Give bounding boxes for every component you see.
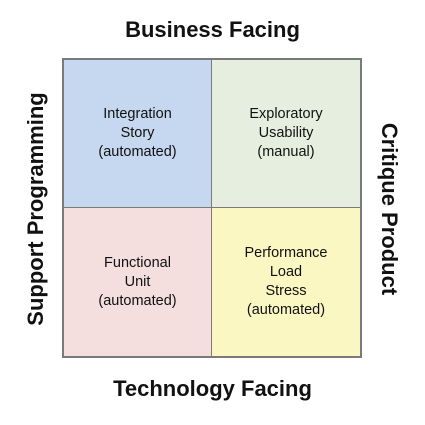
quadrant-line: (automated)	[246, 302, 326, 318]
quadrant-line: Functional	[104, 254, 171, 271]
support-programming-label: Support Programming	[23, 92, 48, 326]
quadrant-line: Exploratory	[249, 106, 323, 122]
quadrant-grid: Integration Story (automated) Explorator…	[62, 58, 362, 358]
quadrant-line: Load	[269, 264, 303, 280]
quadrant-line: Integration	[103, 106, 172, 122]
business-facing-label: Business Facing	[125, 17, 300, 42]
quadrant-line: (automated)	[98, 144, 177, 160]
quadrant-line: (manual)	[257, 144, 315, 160]
quadrant-line: Stress	[265, 283, 307, 299]
quadrant-line: (automated)	[98, 292, 177, 309]
quadrant-line: Story	[120, 125, 155, 141]
technology-facing-label: Technology Facing	[113, 376, 312, 401]
quadrant-line: Unit	[124, 273, 151, 290]
quadrant-line: Usability	[258, 125, 314, 141]
quadrant-bottom-right: Performance Load Stress (automated)	[212, 208, 360, 356]
quadrant-top-left: Integration Story (automated)	[64, 60, 212, 208]
quadrant-bottom-left: Functional Unit (automated)	[64, 208, 212, 356]
critique-product-label: Critique Product	[377, 122, 402, 296]
quadrant-line: Performance	[244, 245, 328, 261]
quadrant-top-right: Exploratory Usability (manual)	[212, 60, 360, 208]
